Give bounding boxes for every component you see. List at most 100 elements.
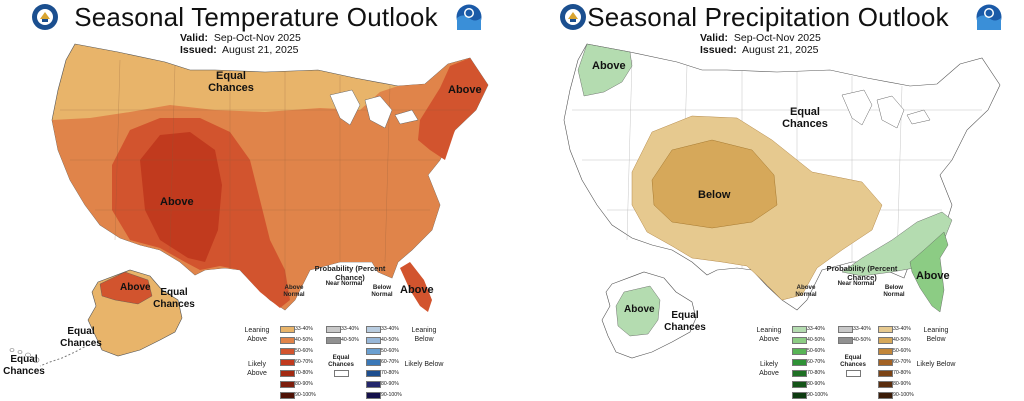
legend-range-near: 33-40% [341,325,359,332]
legend-range-above: 70-80% [295,369,313,376]
legend-range-below: 90-100% [381,391,402,398]
legend-range-above: 40-50% [807,336,825,343]
legend-swatch-equal-chances [846,370,861,377]
great-lakes [329,89,419,129]
legend-equal-chances-label: Equal Chances [840,354,866,368]
valid-value: Sep-Oct-Nov 2025 [733,32,821,44]
legend-swatch-below [878,392,893,399]
legend-range-near: 40-50% [341,336,359,343]
map-label-below-center: Below [698,189,731,201]
noaa-logo-icon [976,4,1002,30]
legend-swatch-below [366,326,381,333]
map-label-above-southwest: Above [160,196,194,208]
issued-value: August 21, 2025 [222,44,299,56]
legend-swatch-above [792,370,807,377]
commerce-seal-icon [32,4,58,30]
valid-label: Valid: [180,32,209,44]
legend-range-above: 40-50% [295,336,313,343]
legend-swatch-near [326,326,341,333]
legend-likely-left: Likely Above [759,361,779,377]
legend-swatch-above [280,348,295,355]
validity-info: Valid: Sep-Oct-Nov 2025 Issued: August 2… [180,32,301,56]
legend-leaning-left: Leaning Above [244,327,270,343]
map-label-equal-chances-aleutians: Equal Chances [60,326,102,349]
map-label-equal-chances-center: Equal Chances [782,106,828,130]
legend-swatch-below [366,370,381,377]
temperature-map [9,43,489,367]
legend-range-above: 80-90% [295,380,313,387]
valid-label: Valid: [700,32,729,44]
precip-above-40-50-southeast [909,231,949,313]
legend-swatch-above [280,337,295,344]
legend-range-below: 50-60% [381,347,399,354]
legend-swatch-above [280,381,295,388]
precip-below-40-50-region [651,139,778,229]
legend-range-near: 33-40% [853,325,871,332]
legend-swatch-near [838,337,853,344]
aleutians [39,344,89,367]
legend-range-above: 33-40% [295,325,313,332]
temp-above-60-70-core [140,132,222,262]
legend-col-below: Below Normal [371,284,393,298]
precip-above-33-40-southeast [841,211,953,277]
issued-value: August 21, 2025 [742,44,819,56]
legend-swatch-below [366,359,381,366]
precipitation-outlook-panel: Seasonal Precipitation Outlook Valid: Se… [512,0,1024,401]
legend-range-below: 90-100% [893,391,914,398]
legend-col-above: Above Normal [795,284,817,298]
legend-col-below: Below Normal [883,284,905,298]
legend-range-above: 50-60% [295,347,313,354]
legend-range-above: 90-100% [807,391,828,398]
temperature-outlook-panel: Seasonal Temperature Outlook Valid: Sep-… [3,2,512,401]
page-title: Seasonal Precipitation Outlook [587,2,949,32]
legend-range-below: 50-60% [893,347,911,354]
legend-range-above: 33-40% [807,325,825,332]
temperature-legend: Probability (Percent Chance) Above Normal… [240,262,512,401]
legend-heading: Probability (Percent Chance) [314,264,386,282]
legend-range-below: 80-90% [381,380,399,387]
legend-range-above: 70-80% [807,369,825,376]
legend-leaning-right: Leaning Below [411,327,437,343]
validity-info: Valid: Sep-Oct-Nov 2025 Issued: August 2… [700,32,821,56]
legend-leaning-right: Leaning Below [923,327,949,343]
legend-swatch-below [878,370,893,377]
legend-range-above: 50-60% [807,347,825,354]
map-label-above-northeast: Above [448,84,482,96]
legend-col-near: Near Normal [837,280,875,287]
legend-swatch-below [878,348,893,355]
issued-label: Issued: [700,44,737,56]
legend-swatch-below [878,381,893,388]
legend-swatch-above [792,337,807,344]
precip-above-33-40-northwest [577,43,633,97]
legend-swatch-above [280,370,295,377]
precip-above-alaska-region [615,285,661,337]
precipitation-map [563,43,1001,359]
map-label-above-northwest: Above [592,60,626,72]
map-label-above-alaska: Above [120,282,151,293]
hawaii-islands [9,348,40,363]
legend-swatch-above [792,381,807,388]
legend-swatch-above [280,392,295,399]
map-label-above-alaska: Above [624,304,655,315]
issued-label: Issued: [180,44,217,56]
legend-range-below: 70-80% [381,369,399,376]
map-label-equal-chances-north: Equal Chances [208,70,254,94]
legend-range-above: 60-70% [807,358,825,365]
legend-swatch-near [326,337,341,344]
legend-swatch-above [792,359,807,366]
map-label-equal-chances-alaska: Equal Chances [664,310,706,333]
legend-swatch-above [792,348,807,355]
map-label-above-southeast: Above [916,270,950,282]
legend-range-below: 80-90% [893,380,911,387]
legend-range-below: 33-40% [381,325,399,332]
legend-swatch-above [280,359,295,366]
legend-range-below: 40-50% [893,336,911,343]
legend-range-below: 60-70% [893,358,911,365]
legend-swatch-above [792,392,807,399]
legend-leaning-left: Leaning Above [756,327,782,343]
legend-swatch-above [280,326,295,333]
map-label-above-florida: Above [400,284,434,296]
valid-value: Sep-Oct-Nov 2025 [213,32,301,44]
legend-range-below: 70-80% [893,369,911,376]
map-label-equal-chances-hawaii: Equal Chances [3,354,45,377]
